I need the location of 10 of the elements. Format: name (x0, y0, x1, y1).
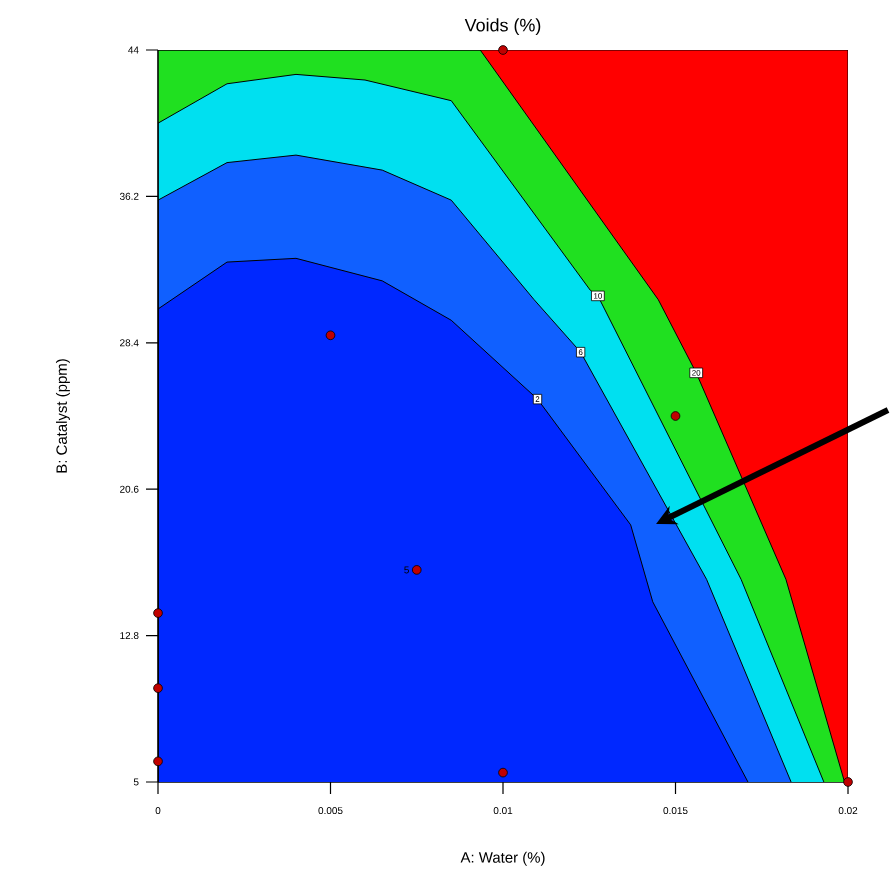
point (670, 411, 681, 421)
point (153, 756, 163, 767)
point (153, 683, 163, 693)
chart-title: Voids (%) (464, 18, 541, 36)
point (843, 777, 853, 787)
point (411, 565, 422, 575)
point (498, 45, 508, 55)
point (153, 608, 163, 618)
point (325, 330, 336, 341)
point (498, 767, 508, 778)
